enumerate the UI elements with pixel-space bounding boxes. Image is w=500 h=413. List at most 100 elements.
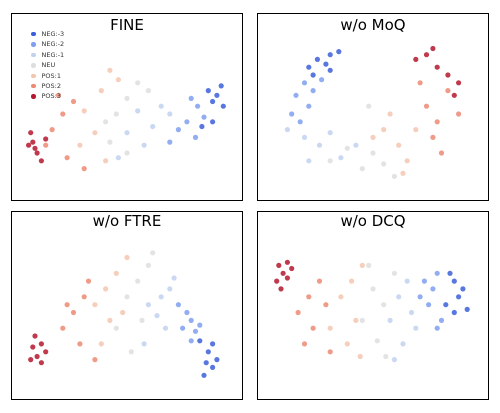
scatter-point: [289, 265, 295, 272]
scatter-point: [43, 142, 49, 148]
scatter-point: [28, 130, 34, 136]
scatter-point: [32, 333, 38, 339]
scatter-point: [306, 64, 312, 70]
scatter-point: [192, 328, 199, 334]
scatter-point: [417, 294, 423, 300]
scatter-point: [141, 341, 147, 347]
scatter-point: [306, 294, 312, 300]
scatter-point: [124, 130, 130, 136]
scatter-point: [359, 317, 365, 323]
scatter-point: [81, 108, 87, 114]
scatter-point: [327, 325, 333, 331]
scatter-point: [30, 344, 36, 350]
scatter-point: [359, 166, 365, 172]
scatter-point: [205, 349, 211, 355]
scatter-point: [344, 341, 350, 347]
scatter-point: [70, 98, 77, 105]
scatter-point: [374, 338, 380, 344]
scatter-point: [175, 302, 181, 308]
scatter-point: [464, 306, 470, 312]
scatter-point: [319, 77, 325, 83]
scatter-point: [323, 61, 329, 67]
scatter-point: [413, 325, 419, 331]
chart-panel-fine: FINE NEG:-3 NEG:-2 NEG:-1 NEU POS:1 POS:…: [11, 13, 243, 201]
scatter-point: [327, 67, 333, 73]
scatter-point: [218, 83, 224, 89]
scatter-point: [158, 103, 164, 109]
scatter-point: [214, 92, 220, 98]
scatter-point: [447, 270, 453, 276]
chart-title-fine: FINE: [110, 16, 144, 34]
legend-label: NEG:-2: [41, 40, 65, 49]
scatter-point: [135, 80, 141, 86]
scatter-point: [408, 309, 415, 316]
scatter-point: [92, 357, 98, 363]
scatter-point: [210, 119, 216, 125]
scatter-point: [338, 294, 344, 300]
scatter-point: [120, 309, 126, 316]
scatter-point: [316, 278, 323, 284]
scatter-point: [413, 127, 419, 133]
scatter-point: [438, 150, 445, 156]
scatter-point: [310, 72, 316, 78]
scatter-point: [423, 52, 430, 58]
scatter-point: [323, 302, 329, 308]
scatter-point: [366, 103, 372, 109]
scatter-point: [387, 317, 393, 323]
legend-label: POS:2: [41, 82, 62, 91]
chart-panel-wo-ftre: w/o FTRE: [11, 211, 243, 400]
scatter-point: [124, 150, 130, 156]
scatter-point: [381, 302, 387, 308]
scatter-point: [135, 108, 141, 114]
scatter-point: [171, 275, 177, 281]
scatter-plot-wo-dcq: [274, 259, 470, 363]
scatter-point: [274, 278, 280, 284]
scatter-point: [276, 262, 282, 268]
legend-marker: [31, 63, 36, 68]
scatter-point: [210, 341, 216, 347]
scatter-point: [430, 134, 436, 140]
scatter-point: [167, 111, 173, 117]
scatter-point: [438, 317, 445, 323]
legend-marker: [31, 94, 36, 99]
scatter-point: [383, 353, 389, 360]
scatter-point: [359, 262, 365, 268]
scatter-point: [167, 139, 173, 145]
legend-marker: [31, 73, 36, 79]
scatter-point: [404, 158, 410, 164]
scatter-point: [293, 92, 299, 98]
scatter-point: [92, 302, 98, 308]
scatter-point: [43, 349, 49, 355]
chart-panel-wo-dcq: w/o DCQ: [257, 211, 489, 400]
scatter-point: [391, 173, 397, 179]
scatter-plot-wo-ftre: [28, 250, 220, 378]
scatter-point: [188, 338, 194, 344]
legend-label: NEU: [41, 61, 56, 70]
scatter-point: [387, 111, 393, 117]
scatter-point: [115, 155, 121, 161]
scatter-point: [460, 286, 466, 292]
scatter-point: [301, 341, 308, 347]
scatter-point: [297, 119, 303, 125]
scatter-point: [445, 72, 451, 78]
scatter-point: [43, 136, 49, 142]
scatter-point: [456, 111, 462, 117]
scatter-point: [301, 134, 308, 140]
scatter-point: [81, 166, 87, 172]
scatter-point: [150, 250, 156, 256]
scatter-point: [197, 338, 203, 344]
chart-title-wo-ftre: w/o FTRE: [92, 212, 162, 230]
chart-panel-wo-moq: w/o MoQ: [257, 13, 489, 201]
scatter-point: [456, 294, 462, 300]
scatter-point: [400, 341, 406, 347]
scatter-point: [396, 294, 402, 300]
scatter-point: [64, 155, 70, 161]
legend-item-neg3: NEG:-3: [31, 29, 64, 39]
scatter-point: [32, 145, 38, 151]
scatter-point: [301, 80, 308, 86]
scatter-point: [278, 286, 284, 292]
legend: NEG:-3 NEG:-2 NEG:-1 NEU POS:1 POS:2 POS…: [31, 29, 64, 102]
scatter-point: [28, 357, 34, 363]
scatter-point: [184, 309, 190, 316]
scatter-point: [49, 127, 55, 133]
